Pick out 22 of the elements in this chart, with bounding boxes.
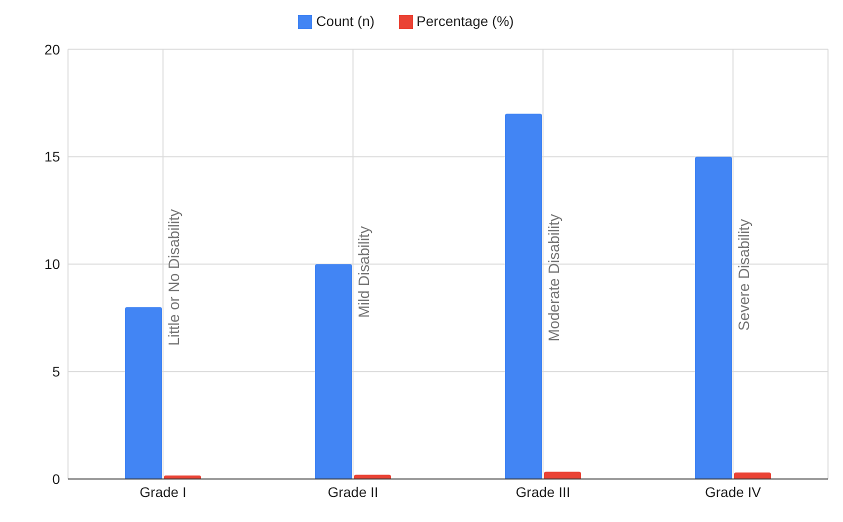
y-tick-label: 20 <box>44 41 60 58</box>
y-tick-label: 10 <box>44 256 60 272</box>
bar <box>544 472 581 479</box>
x-tick-label: Grade II <box>328 484 378 500</box>
bar <box>125 307 162 479</box>
x-tick-label: Grade I <box>140 484 186 500</box>
x-tick-label: Grade III <box>516 484 570 500</box>
annotation: Little or No Disability <box>166 208 183 346</box>
y-tick-label: 0 <box>52 470 60 487</box>
annotation: Moderate Disability <box>546 213 563 342</box>
legend-label: Count (n) <box>316 13 375 29</box>
y-tick-label: 5 <box>52 364 60 380</box>
annotation: Mild Disability <box>356 226 373 318</box>
bar <box>354 474 391 479</box>
annotation: Severe Disability <box>736 218 753 331</box>
bar <box>315 264 352 479</box>
y-tick-label: 15 <box>44 148 60 165</box>
bar <box>695 156 732 479</box>
legend-label: Percentage (%) <box>416 13 514 29</box>
bar <box>734 472 771 479</box>
bar <box>505 114 542 479</box>
x-tick-label: Grade IV <box>704 484 762 500</box>
